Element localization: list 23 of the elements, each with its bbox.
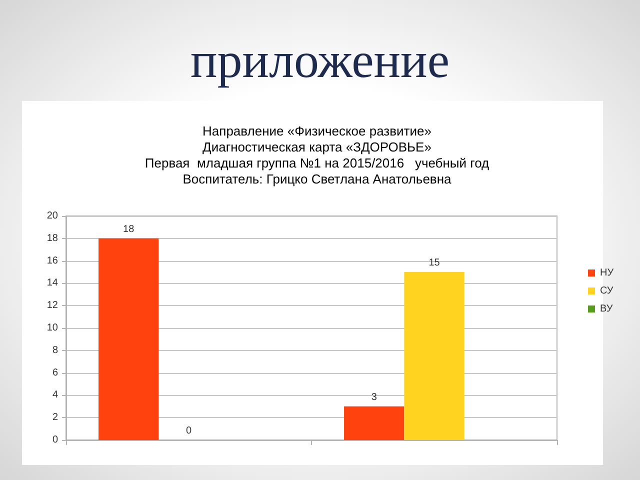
- y-tick-label: 20: [46, 210, 58, 222]
- y-tick-label: 10: [46, 322, 58, 334]
- data-label: 15: [428, 258, 440, 268]
- legend-label: ВУ: [600, 304, 614, 314]
- y-tick-label: 12: [46, 300, 58, 312]
- bar: [404, 272, 464, 440]
- legend-label: НУ: [600, 268, 614, 278]
- data-label: 18: [123, 224, 135, 235]
- y-tick-label: 18: [46, 232, 58, 244]
- y-tick-label: 16: [46, 255, 58, 266]
- bar: [344, 406, 404, 440]
- y-tick-label: 6: [52, 367, 58, 378]
- legend-label: СУ: [600, 286, 614, 296]
- y-tick-label: 0: [52, 434, 58, 446]
- y-tick-label: 2: [52, 412, 58, 424]
- data-label: 0: [186, 426, 192, 436]
- chart-subtitle: Направление «Физическое развитие» Диагностическая карта «ЗДОРОВЬЕ» Первая младшая группа №1 на 2015/2016 учебный год Воспитатель: Грицко Светлана Анатольевна: [144, 124, 490, 186]
- data-label: 3: [371, 392, 378, 403]
- chart-title: приложение: [190, 32, 450, 88]
- y-tick-label: 4: [52, 390, 58, 401]
- bar: [98, 238, 159, 440]
- y-tick-label: 8: [52, 344, 58, 356]
- y-tick-label: 14: [46, 278, 58, 289]
